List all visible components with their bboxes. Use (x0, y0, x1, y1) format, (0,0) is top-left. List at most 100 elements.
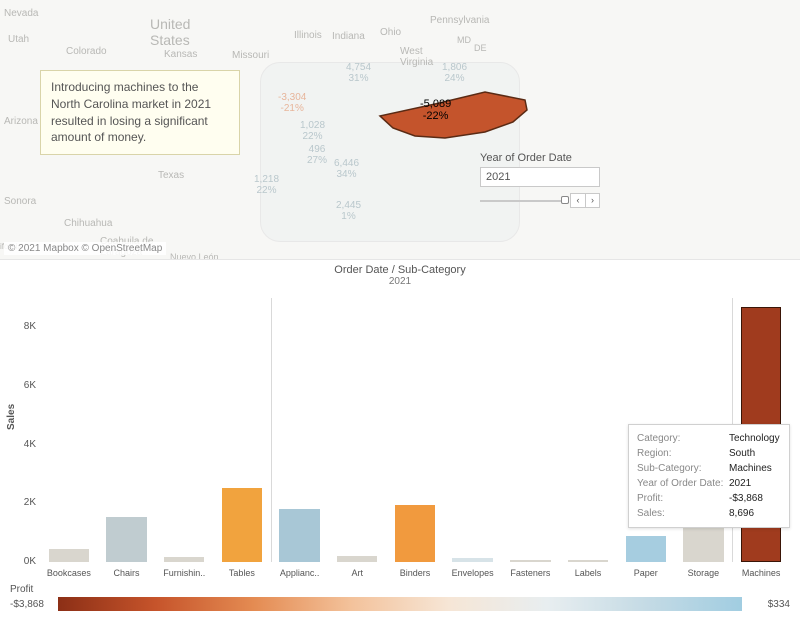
x-tick-label: Tables (213, 568, 271, 578)
map-geo-label: Kansas (164, 49, 197, 60)
map-geo-label: Arizona (4, 116, 38, 127)
tooltip-row: Sales:8,696 (637, 506, 781, 521)
map-geo-label: Indiana (332, 31, 365, 42)
tooltip-key: Sub-Category: (637, 461, 729, 476)
year-next-button[interactable]: › (585, 194, 599, 207)
bar[interactable] (510, 560, 550, 562)
bar-slot (386, 298, 444, 562)
x-tick-label: Applianc.. (271, 568, 329, 578)
state-value-label: 6,44634% (334, 158, 359, 180)
x-tick-label: Labels (559, 568, 617, 578)
bar[interactable] (568, 560, 608, 562)
x-tick-label: Binders (386, 568, 444, 578)
y-axis-label: Sales (6, 404, 17, 430)
year-filter-input[interactable]: 2021 (480, 167, 600, 187)
tooltip-row: Category:Technology (637, 431, 781, 446)
map-geo-label: Ohio (380, 27, 401, 38)
tooltip-value: 8,696 (729, 506, 754, 521)
chart-title: Order Date / Sub-Category (0, 260, 800, 276)
tooltip-key: Sales: (637, 506, 729, 521)
state-value-label: -3,304-21% (278, 92, 306, 114)
tooltip-key: Region: (637, 446, 729, 461)
bar-slot (444, 298, 502, 562)
bar-slot (155, 298, 213, 562)
bar-chart-panel: Order Date / Sub-Category 2021 Sales 0K 2… (0, 260, 800, 582)
bar[interactable] (452, 558, 492, 562)
map-geo-label: DE (474, 43, 487, 53)
state-value-label: 1,02822% (300, 120, 325, 142)
tooltip-row: Region:South (637, 446, 781, 461)
bar-slot (98, 298, 156, 562)
year-slider-handle[interactable] (561, 196, 569, 204)
bar[interactable] (106, 517, 146, 562)
x-tick-label: Machines (732, 568, 790, 578)
map-geo-label: Missouri (232, 50, 269, 61)
tooltip-key: Year of Order Date: (637, 476, 729, 491)
map-geo-label: Texas (158, 170, 184, 181)
x-tick-label: Fasteners (502, 568, 560, 578)
x-tick-label: Paper (617, 568, 675, 578)
x-tick-label: Bookcases (40, 568, 98, 578)
tooltip-value: -$3,868 (729, 491, 763, 506)
y-tick-label: 0K (16, 556, 36, 567)
tooltip-row: Profit:-$3,868 (637, 491, 781, 506)
bar-slot (328, 298, 386, 562)
map-attribution: © 2021 Mapbox © OpenStreetMap (4, 242, 166, 255)
x-tick-label: Art (328, 568, 386, 578)
year-filter-title: Year of Order Date (480, 152, 600, 164)
year-prev-button[interactable]: ‹ (571, 194, 585, 207)
tooltip-row: Year of Order Date:2021 (637, 476, 781, 491)
bar-slot (559, 298, 617, 562)
tooltip-key: Profit: (637, 491, 729, 506)
x-tick-label: Chairs (98, 568, 156, 578)
year-slider-track[interactable] (480, 200, 566, 202)
bar[interactable] (337, 556, 377, 562)
bar[interactable] (49, 549, 89, 562)
map-geo-label: Utah (8, 34, 29, 45)
bar-slot (271, 298, 329, 562)
x-tick-label: Envelopes (444, 568, 502, 578)
bar[interactable] (279, 509, 319, 562)
map-geo-label: Sonora (4, 196, 36, 207)
map-geo-label: United States (150, 16, 190, 48)
legend-max: $334 (746, 599, 790, 610)
tooltip-value: South (729, 446, 755, 461)
x-axis-labels: BookcasesChairsFurnishin..TablesApplianc… (40, 568, 790, 578)
chart-subtitle: 2021 (0, 276, 800, 291)
state-value-label: 1,80624% (442, 62, 467, 84)
x-tick-label: Storage (675, 568, 733, 578)
map-geo-label: Colorado (66, 46, 107, 57)
tooltip: Category:TechnologyRegion:SouthSub-Categ… (628, 424, 790, 528)
map-panel: United States Nevada Utah Colorado Kansas Mis… (0, 0, 800, 260)
map-geo-label: Nevada (4, 8, 38, 19)
profit-legend: Profit -$3,868 $334 (0, 582, 800, 617)
tooltip-row: Sub-Category:Machines (637, 461, 781, 476)
bar[interactable] (683, 523, 723, 562)
y-tick-label: 2K (16, 497, 36, 508)
bar[interactable] (395, 505, 435, 562)
nc-value-label: -5,089 -22% (420, 98, 451, 122)
year-slider[interactable]: ‹ › (480, 193, 600, 208)
bar[interactable] (222, 488, 262, 562)
state-value-label: 4,75431% (346, 62, 371, 84)
y-tick-label: 6K (16, 380, 36, 391)
legend-gradient[interactable] (58, 597, 742, 611)
annotation-callout: Introducing machines to the North Caroli… (40, 70, 240, 155)
bar[interactable] (626, 536, 666, 562)
map-geo-label: Illinois (294, 30, 322, 41)
y-tick-label: 8K (16, 321, 36, 332)
state-value-label: 2,4451% (336, 200, 361, 222)
year-filter: Year of Order Date 2021 ‹ › (480, 152, 600, 208)
state-value-label: 1,21822% (254, 174, 279, 196)
map-geo-label: Chihuahua (64, 218, 112, 229)
y-tick-label: 4K (16, 439, 36, 450)
tooltip-value: Technology (729, 431, 780, 446)
bar-slot (40, 298, 98, 562)
nc-polygon[interactable] (375, 88, 535, 148)
tooltip-key: Category: (637, 431, 729, 446)
legend-min: -$3,868 (10, 599, 54, 610)
tooltip-value: 2021 (729, 476, 751, 491)
map-geo-label: Nuevo León (170, 252, 219, 260)
map-geo-label: MD (457, 35, 471, 45)
bar[interactable] (164, 557, 204, 562)
